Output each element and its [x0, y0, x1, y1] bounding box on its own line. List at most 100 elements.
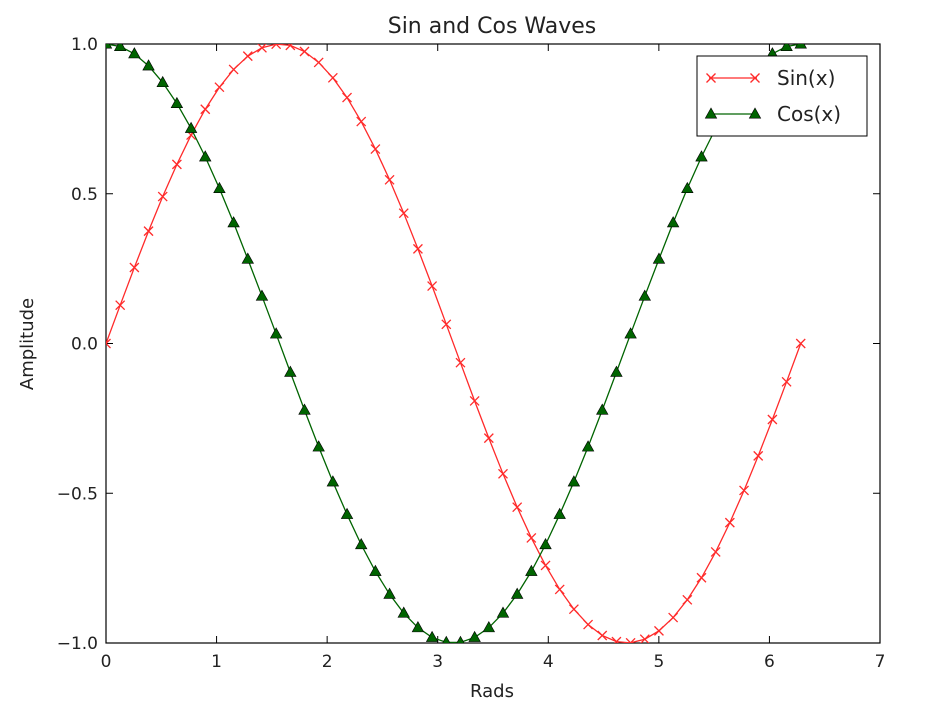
sin-point-marker	[455, 357, 466, 368]
cos-point-marker	[638, 289, 651, 301]
sin-point-marker	[639, 634, 650, 643]
sin-point-marker	[653, 625, 664, 636]
sin-point-marker	[767, 414, 778, 425]
cos-point-marker	[780, 44, 793, 51]
sin-point-marker	[682, 594, 693, 605]
legend-marker-triangle	[704, 107, 718, 119]
plot-area: 0 1 2 3 4 5 6 7 1.0 0.5 0.0 −0.5 −1.0	[57, 35, 886, 672]
sin-point-marker	[143, 226, 154, 237]
cos-point-marker	[397, 606, 410, 618]
sin-point-marker	[200, 104, 211, 115]
sin-point-marker	[512, 502, 523, 513]
cos-point-marker	[442, 635, 451, 643]
sin-point-marker	[427, 281, 438, 291]
sin-point-marker	[342, 92, 352, 103]
x-axis-label: Rads	[470, 681, 514, 702]
cos-point-marker	[581, 440, 595, 452]
legend-label: Cos(x)	[777, 102, 841, 126]
cos-point-marker	[383, 587, 396, 599]
cos-point-marker	[199, 150, 212, 162]
sin-point-marker	[327, 72, 338, 83]
cos-point-marker	[666, 216, 680, 228]
sin-point-marker	[271, 44, 282, 50]
y-tick-label: 0.0	[71, 335, 98, 355]
cos-point-marker	[255, 289, 269, 301]
cos-point-marker	[340, 507, 354, 519]
x-tick-label: 1	[211, 652, 222, 672]
cos-point-marker	[539, 538, 552, 550]
cos-point-marker	[553, 507, 566, 519]
x-tick-label: 3	[432, 652, 443, 672]
cos-point-marker	[326, 475, 340, 487]
sin-point-marker	[625, 637, 636, 643]
plot-frame	[105, 43, 881, 644]
cos-point-marker	[567, 475, 581, 487]
sin-point-marker	[781, 376, 792, 387]
cos-point-marker	[468, 630, 481, 642]
cos-point-marker	[652, 252, 666, 264]
cos-point-marker	[456, 635, 465, 643]
sin-point-marker	[795, 338, 806, 349]
cos-point-marker	[794, 44, 807, 49]
sin-point-marker	[441, 319, 452, 330]
legend-label: Sin(x)	[777, 66, 835, 90]
x-tick-label: 7	[875, 652, 886, 672]
sin-point-marker	[696, 572, 707, 583]
sin-point-marker	[739, 485, 749, 496]
cos-point-marker	[170, 96, 184, 108]
y-tick-label: −0.5	[57, 484, 98, 504]
cos-point-marker	[227, 216, 240, 228]
sin-point-marker	[483, 433, 494, 444]
sin-point-marker	[370, 144, 381, 155]
cos-point-marker	[510, 587, 524, 599]
sin-point-marker	[115, 300, 126, 311]
y-tick-label: 1.0	[71, 35, 98, 55]
sin-point-marker	[554, 584, 565, 595]
cos-point-marker	[496, 606, 510, 618]
sin-point-marker	[171, 159, 182, 170]
legend-box	[696, 55, 868, 137]
sin-point-marker	[668, 612, 679, 623]
cos-point-marker	[241, 252, 254, 264]
cos-point-marker	[681, 181, 694, 194]
cos-point-marker	[128, 47, 141, 59]
cos-point-marker	[184, 121, 198, 133]
x-tick-label: 2	[322, 652, 333, 672]
sin-point-marker	[540, 560, 551, 571]
series-line	[106, 44, 801, 643]
cos-point-marker	[113, 44, 127, 51]
cos-point-marker	[213, 181, 226, 194]
cos-point-marker	[425, 630, 439, 642]
y-axis-label: Amplitude	[17, 298, 38, 390]
sin-point-marker	[299, 46, 310, 57]
sin-point-marker	[710, 546, 721, 557]
sin-point-marker	[611, 636, 622, 643]
x-tick-label: 4	[543, 652, 554, 672]
sin-point-marker	[597, 630, 608, 641]
sin-point-marker	[129, 262, 140, 273]
cos-point-marker	[525, 564, 538, 576]
sin-point-marker	[583, 619, 594, 630]
sin-point-marker	[313, 57, 324, 68]
sin-point-marker	[356, 116, 367, 127]
x-tick-label: 0	[101, 652, 112, 672]
cos-point-marker	[695, 150, 708, 162]
sin-point-marker	[753, 450, 764, 461]
cos-point-marker	[298, 403, 311, 415]
x-tick-label: 5	[653, 652, 664, 672]
cos-point-marker	[269, 327, 283, 339]
sin-point-marker	[412, 243, 423, 254]
series-sin	[106, 44, 806, 643]
cos-point-marker	[610, 365, 623, 377]
legend-marker-triangle	[748, 107, 762, 119]
sin-point-marker	[724, 517, 735, 528]
cos-point-marker	[142, 59, 155, 71]
chart-title: Sin and Cos Waves	[388, 14, 597, 39]
sin-point-marker	[384, 174, 395, 185]
y-tick-label: −1.0	[57, 634, 98, 654]
x-tick-label: 6	[764, 652, 775, 672]
sin-point-marker	[214, 82, 225, 93]
sin-point-marker	[498, 468, 508, 479]
